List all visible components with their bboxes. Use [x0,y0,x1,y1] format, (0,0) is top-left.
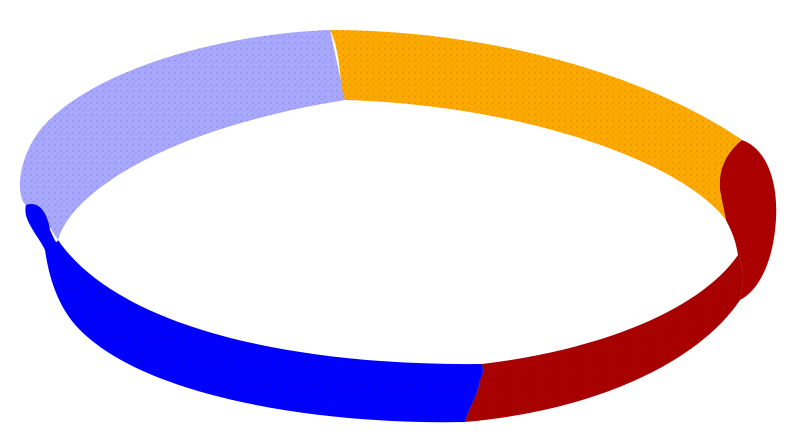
segment-bottom-right-texture [465,255,743,422]
segment-upper-right-texture [330,30,742,220]
segment-bottom-left-texture [25,204,483,423]
segment-upper-left-texture [19,30,345,240]
segment-right [719,140,777,300]
